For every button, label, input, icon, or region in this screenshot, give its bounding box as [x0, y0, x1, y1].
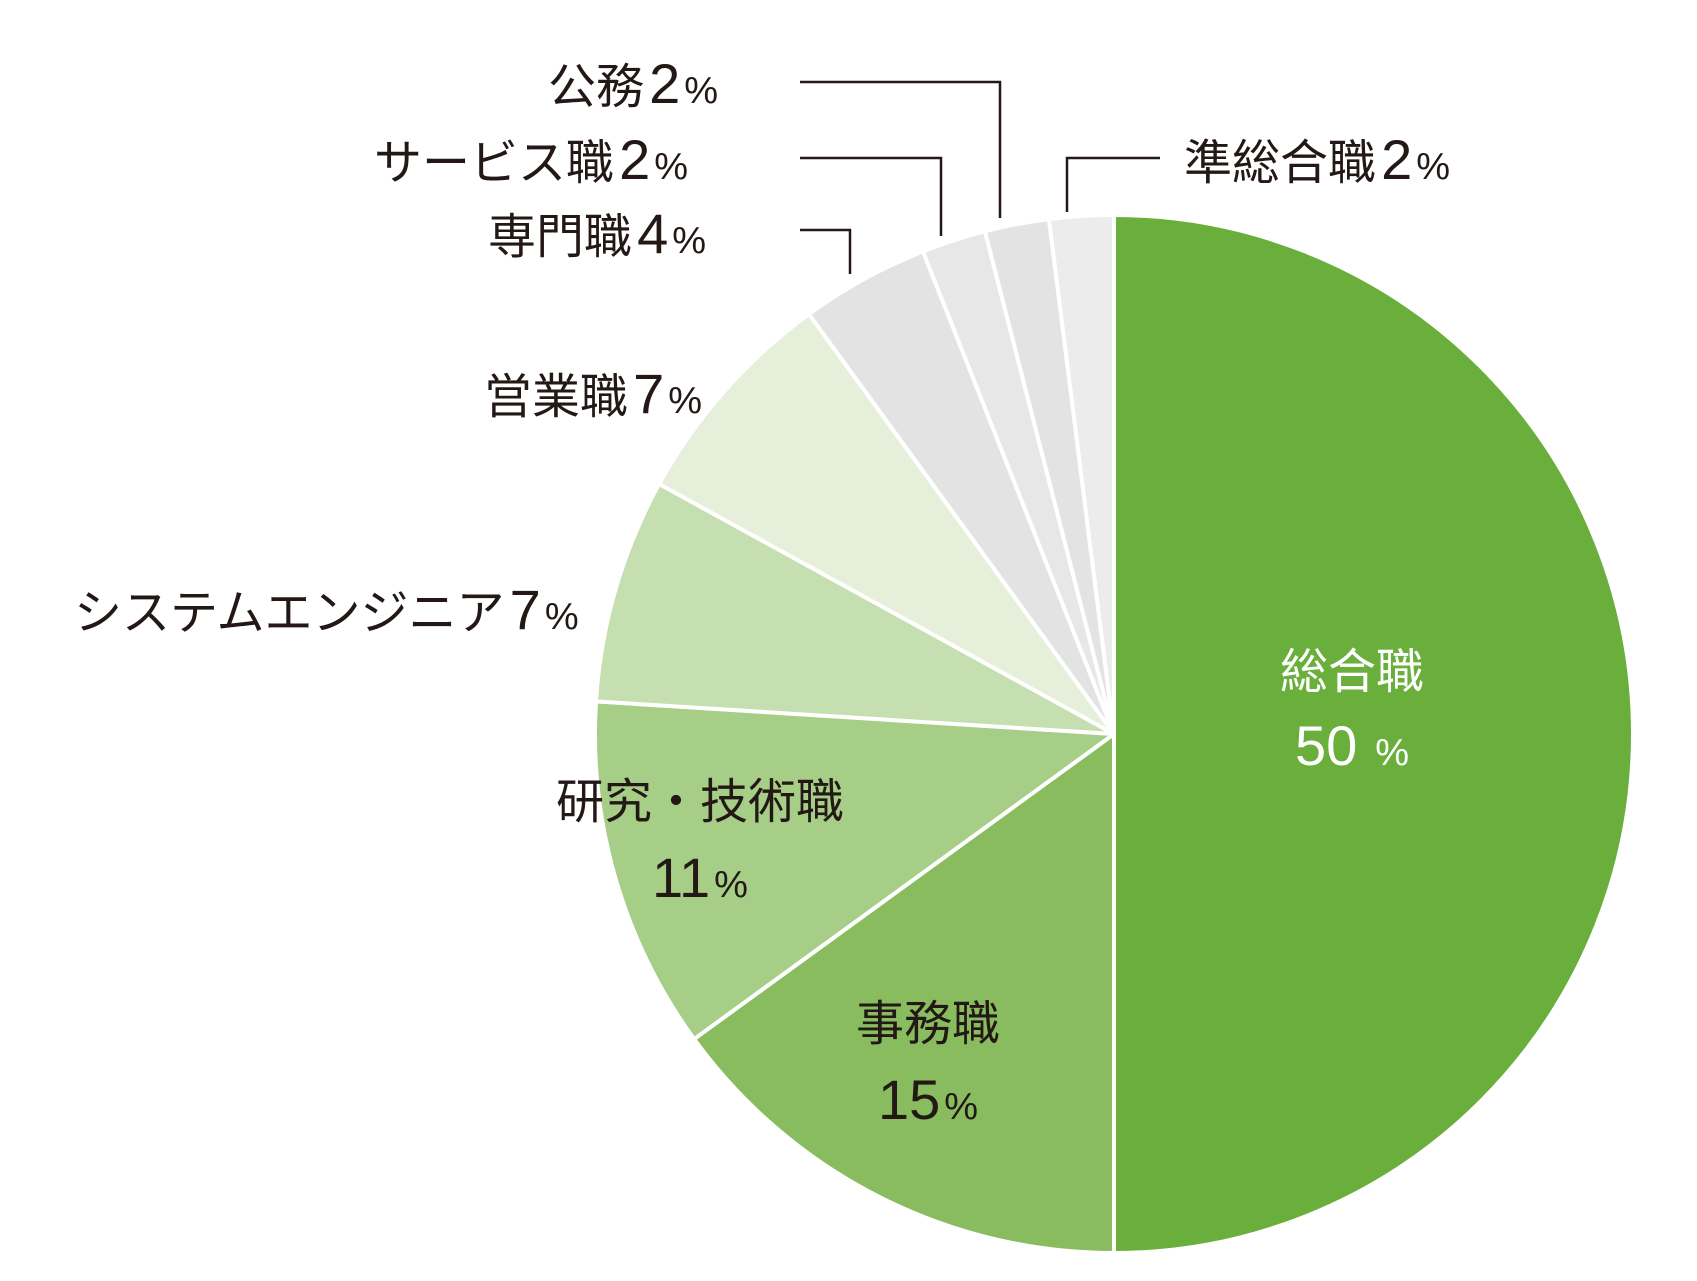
label-koumu-name: 公務: [548, 59, 645, 115]
label-se-percent: %: [544, 596, 579, 638]
pie-slice: [692, 732, 1116, 1255]
pie-slice: [594, 481, 1116, 736]
label-sogo-value: 50: [1294, 714, 1358, 777]
label-junsogo-value: 2: [1381, 128, 1413, 191]
label-kenkyu-value: 11: [652, 846, 711, 909]
label-junsogo-name: 準総合職: [1184, 135, 1377, 191]
label-kenkyu: 研究・技術職 11%: [530, 778, 870, 906]
leader-line-koumu: [800, 80, 1002, 218]
label-senmon-percent: %: [672, 220, 707, 262]
label-koumu: 公務 2%: [548, 56, 718, 112]
label-jimu-value: 15: [877, 1068, 941, 1131]
leader-line-junsogo: [1065, 156, 1160, 212]
label-service-name: サービス職: [374, 135, 615, 191]
leader-line-senmon: [800, 228, 852, 274]
label-jimu: 事務職 15%: [828, 1000, 1028, 1128]
label-koumu-value: 2: [649, 52, 681, 115]
label-senmon: 専門職 4%: [488, 206, 706, 262]
label-se: システムエンジニア 7%: [74, 582, 579, 638]
pie-slice: [593, 699, 1116, 1042]
label-service: サービス職 2%: [374, 132, 688, 188]
pie-slice: [1112, 213, 1635, 1255]
leader-lines: [800, 80, 1160, 274]
label-se-name: システムエンジニア: [74, 585, 505, 641]
pie-slice: [657, 312, 1116, 736]
label-eigyo-value: 7: [633, 362, 665, 425]
label-senmon-name: 専門職: [488, 209, 633, 265]
label-sogo: 総合職 50%: [1252, 648, 1452, 774]
pie-slice: [1046, 213, 1116, 736]
pie-slices: [593, 213, 1635, 1255]
label-junsogo: 準総合職 2%: [1184, 132, 1450, 188]
label-koumu-percent: %: [684, 70, 719, 112]
label-junsogo-percent: %: [1416, 146, 1451, 188]
label-eigyo-percent: %: [668, 380, 703, 422]
leader-line-service: [800, 156, 943, 236]
label-service-percent: %: [654, 146, 689, 188]
label-kenkyu-percent: %: [714, 864, 748, 906]
label-eigyo: 営業職 7%: [484, 366, 702, 422]
label-senmon-value: 4: [637, 202, 669, 265]
label-jimu-percent: %: [944, 1086, 979, 1128]
label-se-value: 7: [509, 578, 541, 641]
label-sogo-name: 総合職: [1279, 644, 1424, 700]
label-sogo-percent: %: [1375, 732, 1410, 774]
label-kenkyu-name: 研究・技術職: [555, 774, 844, 830]
label-jimu-name: 事務職: [855, 996, 1000, 1052]
label-eigyo-name: 営業職: [484, 369, 629, 425]
label-service-value: 2: [619, 128, 651, 191]
